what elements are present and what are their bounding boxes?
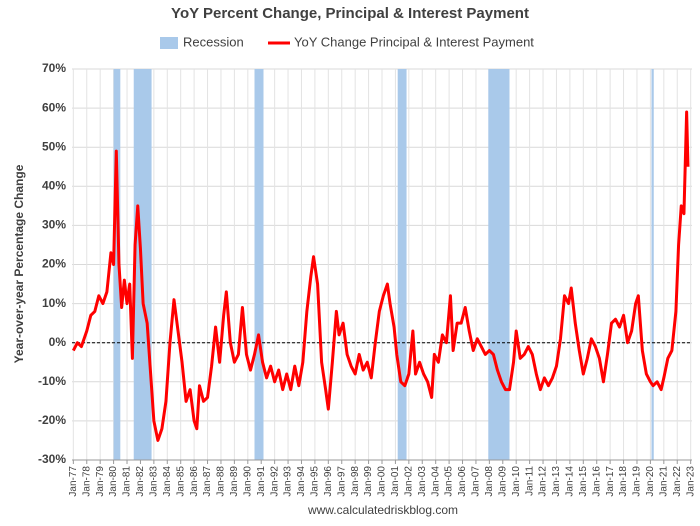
x-tick-label: Jan-86 [189, 466, 200, 497]
x-tick-label: Jan-11 [524, 466, 535, 496]
recession-band [254, 69, 264, 460]
y-tick-label: 20% [42, 257, 66, 271]
y-axis-label: Year-over-year Percentage Change [12, 164, 26, 363]
x-tick-label: Jan-81 [122, 466, 133, 497]
legend-label: Recession [183, 34, 244, 49]
y-tick-label: 40% [42, 178, 66, 192]
legend-label: YoY Change Principal & Interest Payment [294, 34, 534, 49]
x-tick-label: Jan-16 [591, 466, 602, 497]
recession-band [651, 69, 654, 460]
x-tick-label: Jan-94 [296, 466, 307, 497]
y-tick-label: 10% [42, 296, 66, 310]
x-tick-label: Jan-77 [68, 466, 79, 497]
x-tick-label: Jan-90 [242, 466, 253, 497]
data-line [72, 110, 690, 442]
x-tick-label: Jan-03 [417, 466, 428, 497]
y-tick-label: 50% [42, 139, 66, 153]
x-tick-label: Jan-12 [538, 466, 549, 497]
y-tick-label: 70% [42, 61, 66, 75]
x-tick-label: Jan-09 [497, 466, 508, 497]
x-tick-label: Jan-13 [551, 466, 562, 497]
x-tick-label: Jan-00 [377, 466, 388, 497]
x-tick-label: Jan-87 [202, 466, 213, 497]
x-tick-label: Jan-22 [672, 466, 683, 497]
chart-title: YoY Percent Change, Principal & Interest… [171, 5, 529, 22]
x-tick-label: Jan-15 [578, 466, 589, 497]
x-tick-label: Jan-84 [162, 466, 173, 497]
x-tick-label: Jan-91 [256, 466, 267, 497]
x-tick-label: Jan-20 [645, 466, 656, 497]
x-tick-label: Jan-96 [323, 466, 334, 497]
recession-band [113, 69, 121, 460]
x-tick-label: Jan-88 [216, 466, 227, 497]
y-tick-label: 0% [49, 335, 67, 349]
x-tick-label: Jan-97 [336, 466, 347, 497]
x-tick-label: Jan-08 [484, 466, 495, 497]
x-tick-label: Jan-19 [632, 466, 643, 497]
x-tick-label: Jan-95 [310, 466, 321, 497]
x-tick-label: Jan-23 [685, 466, 696, 497]
x-tick-label: Jan-98 [350, 466, 361, 497]
legend-swatch [160, 37, 178, 49]
recession-band [488, 69, 510, 460]
x-tick-label: Jan-02 [403, 466, 414, 497]
x-tick-label: Jan-85 [175, 466, 186, 497]
y-tick-label: -20% [38, 413, 66, 427]
x-tick-label: Jan-10 [511, 466, 522, 497]
y-tick-label: -30% [38, 452, 66, 466]
x-tick-label: Jan-89 [229, 466, 240, 497]
x-tick-label: Jan-07 [471, 466, 482, 497]
x-tick-label: Jan-06 [457, 466, 468, 497]
y-tick-label: 30% [42, 218, 66, 232]
x-tick-label: Jan-14 [565, 466, 576, 497]
x-tick-label: Jan-80 [108, 466, 119, 497]
x-tick-label: Jan-79 [95, 466, 106, 497]
x-tick-label: Jan-78 [81, 466, 92, 497]
x-tick-label: Jan-01 [390, 466, 401, 497]
x-tick-label: Jan-93 [283, 466, 294, 497]
y-tick-label: 60% [42, 100, 66, 114]
x-tick-label: Jan-04 [430, 466, 441, 497]
x-tick-label: Jan-82 [135, 466, 146, 497]
y-tick-label: -10% [38, 374, 66, 388]
x-tick-label: Jan-21 [658, 466, 669, 497]
recession-band [397, 69, 407, 460]
x-tick-label: Jan-83 [149, 466, 160, 497]
x-tick-label: Jan-99 [363, 466, 374, 497]
source: www.calculatedriskblog.com [307, 503, 458, 517]
x-tick-label: Jan-18 [618, 466, 629, 497]
x-tick-label: Jan-17 [605, 466, 616, 497]
x-tick-label: Jan-92 [269, 466, 280, 497]
x-tick-label: Jan-05 [444, 466, 455, 497]
